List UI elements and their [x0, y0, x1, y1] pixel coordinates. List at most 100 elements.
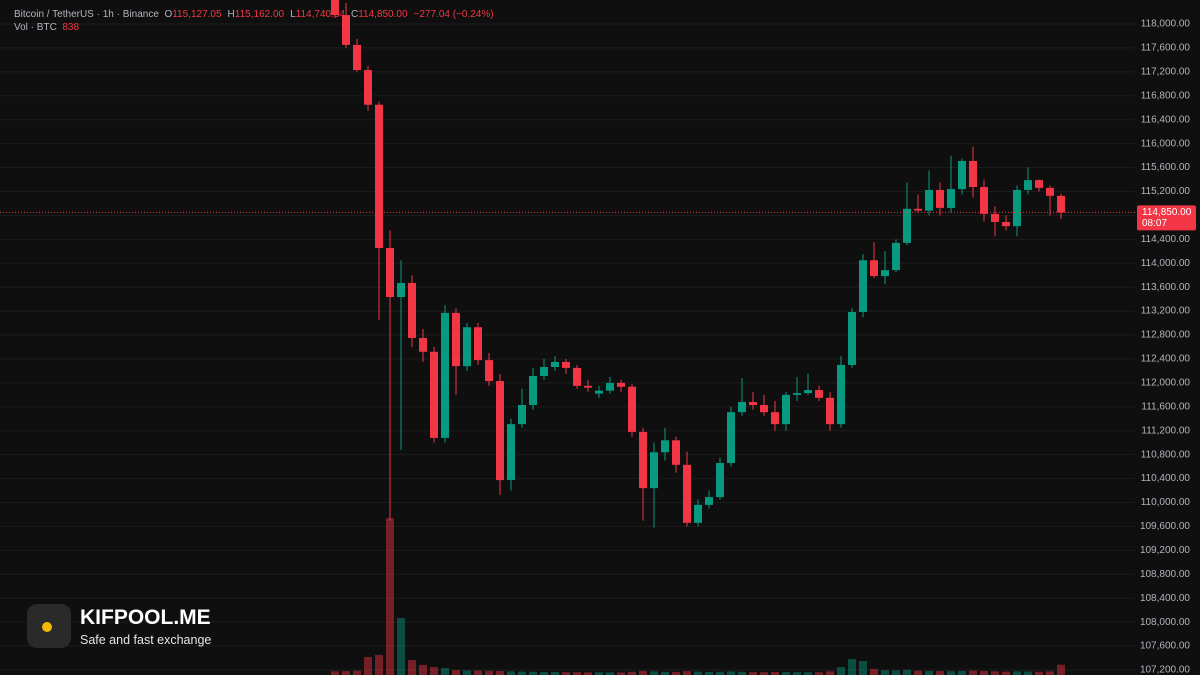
volume-bar: [892, 670, 900, 675]
countdown: 08:07: [1142, 218, 1167, 229]
volume-bar: [342, 671, 350, 675]
volume-bar: [705, 671, 713, 675]
price-tag: [1137, 205, 1196, 231]
candle-body: [793, 393, 801, 395]
ohlc-key: C: [350, 9, 359, 20]
candle-body: [870, 260, 878, 277]
brand: KIFPOOL.ME: [80, 605, 211, 629]
volume-bar: [628, 671, 636, 675]
y-tick-label: 109,200.00: [1140, 545, 1190, 556]
y-tick-label: 112,000.00: [1141, 378, 1191, 389]
y-tick-label: 113,200.00: [1141, 306, 1191, 317]
volume-bar: [881, 670, 889, 675]
volume-bar: [485, 670, 493, 675]
watermark: KIFPOOL.ME Safe and fast exchange: [26, 603, 211, 649]
candle-body: [727, 412, 735, 464]
volume-bar: [782, 672, 790, 675]
volume-bar: [804, 672, 812, 675]
candle-body: [705, 497, 713, 505]
volume-bar: [364, 656, 372, 675]
candle-body: [430, 351, 438, 438]
candle-body: [529, 375, 537, 405]
candle-body: [1024, 180, 1032, 190]
volume-bar: [716, 671, 724, 675]
volume-bar: [771, 671, 779, 675]
ohlc: O115,127.05 H115,162.00 L114,740.34 C114,85…: [164, 9, 413, 20]
candle-body: [507, 424, 515, 481]
candle-body: [947, 189, 955, 208]
volume-bar: [430, 667, 438, 675]
tagline: Safe and fast exchange: [80, 632, 212, 647]
volume-bar: [1024, 671, 1032, 675]
volume-bar: [452, 670, 460, 675]
ohlc-key: L: [290, 9, 296, 20]
volume-bar: [518, 671, 526, 675]
candle-body: [408, 282, 416, 339]
symbol: Bitcoin / TetherUS · 1h · Binance: [14, 9, 159, 20]
volume-bar: [738, 671, 746, 675]
y-tick-label: 110,400.00: [1141, 473, 1191, 484]
volume-bar: [441, 668, 449, 675]
y-tick-label: 111,600.00: [1141, 401, 1190, 412]
candle-body: [760, 405, 768, 413]
volume-bar: [1035, 671, 1043, 675]
volume-bar: [606, 672, 614, 675]
volume-bar: [551, 672, 559, 675]
candle-body: [694, 504, 702, 523]
candle-body: [738, 402, 746, 413]
candle-body: [1057, 195, 1065, 213]
volume-bar: [969, 670, 977, 675]
logo: [27, 604, 71, 648]
candle-body: [859, 260, 867, 312]
candle-body: [617, 382, 625, 387]
volume-bar: [375, 655, 383, 675]
volume-bar: [386, 518, 394, 675]
y-tick-label: 109,600.00: [1140, 521, 1190, 532]
candle-body: [331, 0, 339, 16]
candle-body: [419, 338, 427, 352]
candle-body: [958, 160, 966, 190]
volume-bar: [672, 671, 680, 675]
volume-bar: [859, 661, 867, 675]
candle-body: [551, 361, 559, 368]
ohlc-key: O: [164, 9, 173, 20]
ohlc-value: 115,162.00: [234, 9, 285, 20]
volume-bar: [617, 672, 625, 675]
volume-bar: [496, 670, 504, 675]
volume-bar: [749, 672, 757, 675]
volume-bar: [1013, 671, 1021, 675]
candle-body: [749, 402, 757, 405]
volume-bar: [936, 671, 944, 675]
ohlc-row: Bitcoin / TetherUS · 1h · Binance O115,1…: [14, 8, 500, 21]
y-tick-label: 113,600.00: [1141, 282, 1191, 293]
candle-body: [804, 390, 812, 394]
candle-body: [386, 247, 394, 298]
candle-body: [782, 394, 790, 425]
volume-bar: [1046, 671, 1054, 675]
candle-body: [595, 390, 603, 394]
volume-bar: [397, 618, 405, 675]
volume-bar: [837, 667, 845, 675]
volume-bar: [870, 668, 878, 675]
candle-body: [914, 208, 922, 211]
volume-row: Vol · BTC 838: [14, 21, 500, 34]
ohlc-value: 115,127.05: [172, 9, 222, 20]
y-tick-label: 108,400.00: [1140, 593, 1190, 604]
change: −277.04 (−0.24%): [413, 9, 494, 20]
y-tick-label: 108,000.00: [1140, 617, 1190, 628]
candle-body: [573, 367, 581, 386]
candle-body: [991, 213, 999, 222]
ohlc-value: 114,850.00: [358, 9, 408, 20]
volume-bar: [903, 669, 911, 675]
candle-body: [716, 463, 724, 498]
candle-body: [452, 312, 460, 367]
ohlc-key: H: [227, 9, 235, 20]
y-tick-label: 114,400.00: [1141, 234, 1191, 245]
candle-body: [606, 382, 614, 391]
volume-bar: [848, 659, 856, 675]
candle-body: [1046, 187, 1054, 196]
volume-bar: [507, 671, 515, 675]
candle-body: [771, 412, 779, 425]
